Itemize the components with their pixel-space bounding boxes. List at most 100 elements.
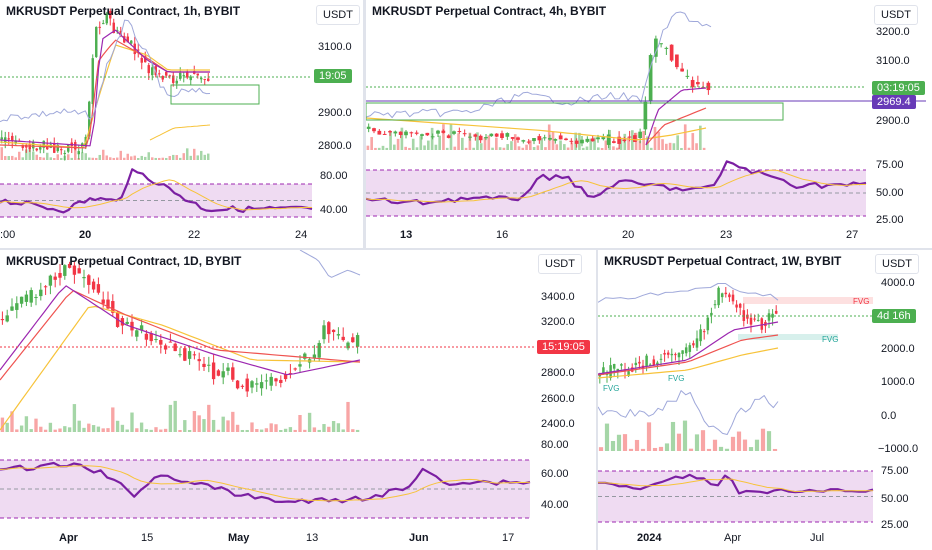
upper-line (299, 250, 361, 278)
volume-bar (21, 157, 24, 160)
price-candle (717, 287, 720, 306)
rsi-1d-line (0, 461, 531, 504)
chart-canvas-1h[interactable] (0, 0, 363, 248)
time-tick: Jul (810, 532, 825, 544)
price-candle (245, 378, 249, 392)
volume-bar (593, 137, 596, 150)
price-candle (32, 142, 35, 149)
price-old-candle (585, 138, 590, 142)
price-candle (140, 57, 143, 63)
price-candle (240, 385, 245, 387)
price-candle (82, 276, 86, 279)
price-candle (197, 359, 201, 362)
rsi-1w-line (598, 473, 874, 495)
time-tick: Jun (409, 532, 429, 544)
volume-bar (566, 147, 570, 150)
price-candle (189, 76, 192, 81)
currency-selector[interactable]: USDT (875, 254, 919, 274)
price-candle (14, 140, 17, 144)
price-tick: 0.0 (881, 410, 897, 422)
price-tick: 2000.0 (881, 343, 915, 355)
price-old-candle (484, 137, 488, 139)
volume-bar (600, 147, 604, 150)
volume-bar (58, 428, 62, 432)
volume-bar (706, 448, 712, 451)
price-old-candle (420, 134, 424, 136)
volume-bar (173, 400, 177, 432)
chart-panel-1d[interactable]: MKRUSDT Perpetual Contract, 1D, BYBIT US… (0, 250, 596, 550)
volume-bar (640, 448, 646, 451)
price-candle (135, 330, 139, 337)
price-candle (96, 284, 101, 293)
volume-bar (81, 152, 84, 160)
rsi-tick: 25.00 (876, 214, 904, 226)
price-old-candle (489, 133, 494, 137)
volume-bar (570, 142, 574, 150)
price-candle (72, 265, 77, 275)
volume-bar (646, 422, 652, 451)
price-candle (161, 75, 164, 80)
price-candle (151, 67, 154, 76)
volume-bar (612, 146, 615, 150)
volume-bar (159, 429, 163, 432)
volume-bar (712, 439, 718, 451)
volume-bar (5, 422, 9, 432)
volume-bar (699, 125, 702, 150)
volume-bar (616, 434, 622, 451)
volume-bar (274, 424, 278, 432)
price-tick: 2900.0 (876, 115, 910, 127)
volume-bar (293, 429, 297, 432)
price-old-candle (510, 137, 515, 139)
price-candle (670, 353, 674, 356)
volume-bar (525, 144, 528, 150)
price-candle (111, 301, 115, 313)
price-candle (137, 49, 140, 51)
volume-bar (411, 138, 415, 150)
price-candle (119, 31, 122, 36)
price-old-candle (537, 136, 542, 141)
chart-canvas-1w[interactable] (598, 250, 932, 550)
currency-selector[interactable]: USDT (538, 254, 582, 274)
volume-bar (442, 124, 445, 150)
volume-bar (772, 448, 778, 451)
volume-bar (517, 146, 521, 150)
volume-bar (186, 148, 189, 160)
price-old-candle (521, 140, 526, 142)
volume-bar (63, 426, 67, 432)
price-old-candle (382, 133, 387, 135)
chart-panel-1h[interactable]: MKRUSDT Perpetual Contract, 1h, BYBIT US… (0, 0, 363, 248)
price-candle (39, 147, 42, 150)
volume-bar (547, 124, 551, 150)
currency-selector[interactable]: USDT (316, 5, 360, 25)
volume-bar (91, 425, 96, 432)
price-candle (91, 58, 94, 105)
price-candle (664, 47, 669, 49)
volume-bar (211, 419, 216, 432)
volume-bar (144, 156, 147, 160)
price-candle (633, 135, 637, 142)
price-tick: 2800.0 (541, 367, 575, 379)
price-candle (231, 367, 235, 380)
price-candle (652, 359, 656, 366)
volume-bar (589, 138, 593, 150)
volume-bar (11, 155, 14, 160)
volume-bar (123, 157, 126, 160)
volume-bar (182, 153, 185, 160)
volume-bar (502, 147, 506, 150)
chart-canvas-1d[interactable] (0, 250, 596, 550)
volume-bar (472, 147, 475, 150)
volume-bar (197, 415, 201, 432)
currency-selector[interactable]: USDT (874, 5, 918, 25)
volume-bar (67, 427, 72, 432)
volume-bar (28, 147, 31, 160)
chart-panel-4h[interactable]: MKRUSDT Perpetual Contract, 4h, BYBIT US… (366, 0, 932, 248)
volume-bar (506, 144, 509, 150)
volume-bar (355, 429, 360, 432)
volume-bar (457, 133, 460, 150)
volume-bar (702, 147, 706, 150)
chart-panel-1w[interactable]: MKRUSDT Perpetual Contract, 1W, BYBIT US… (598, 250, 932, 550)
volume-bar (120, 424, 125, 432)
volume-bar (175, 155, 178, 160)
chart-canvas-4h[interactable] (366, 0, 932, 248)
price-candle (706, 82, 711, 91)
